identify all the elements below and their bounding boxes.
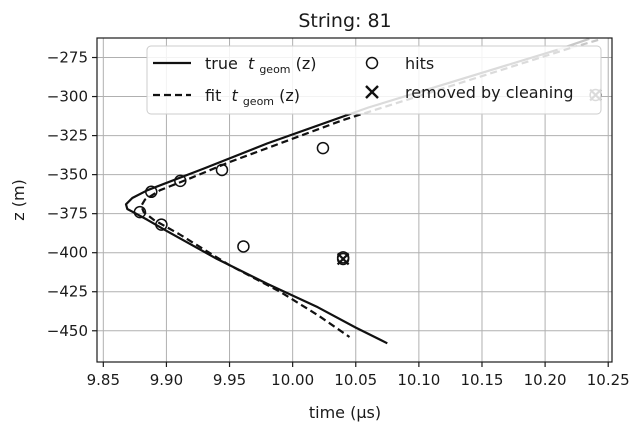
y-tick-label: −350 [47, 166, 88, 184]
y-tick-label: −450 [47, 322, 88, 340]
legend-fit-subscript: geom [243, 95, 274, 108]
x-tick-label: 10.25 [587, 371, 630, 389]
x-tick-label: 10.15 [461, 371, 504, 389]
y-tick-label: −375 [47, 205, 88, 223]
y-tick-label: −400 [47, 244, 88, 262]
hit-marker [215, 163, 229, 177]
hit-marker [155, 218, 168, 231]
hit-marker [316, 141, 330, 155]
legend-fit-word: fit [205, 86, 221, 105]
y-tick-label: −275 [47, 49, 88, 67]
legend-true-word: true [205, 54, 238, 73]
y-tick-label: −325 [47, 127, 88, 145]
chart-title: String: 81 [298, 10, 391, 32]
hit-marker [145, 185, 158, 199]
x-tick-label: 9.90 [150, 371, 183, 389]
markers-layer [133, 88, 602, 266]
series-line-fit [140, 47, 571, 338]
plot-frame [96, 37, 613, 363]
legend-fit-arg: (z) [279, 86, 300, 105]
y-axis-label: z (m) [9, 179, 28, 221]
y-tick-label: −425 [47, 283, 88, 301]
legend-box [146, 45, 602, 115]
legend-true-symbol: t [248, 54, 255, 73]
legend-true-arg: (z) [296, 54, 317, 73]
hit-marker [336, 252, 350, 266]
x-tick-label: 10.00 [271, 371, 314, 389]
legend-true-label: true t geom (z) [205, 54, 317, 77]
hit-marker [237, 240, 250, 253]
legend: true t geom (z) fit t geom (z) hits remo… [146, 45, 602, 115]
y-tick-label: −300 [47, 88, 88, 106]
hit-marker [133, 205, 147, 219]
series-line-true [124, 48, 559, 345]
x-tick-label: 10.10 [397, 371, 440, 389]
legend-hits-label: hits [405, 54, 434, 73]
x-axis-label: time (μs) [309, 403, 381, 422]
removed-marker [336, 252, 350, 266]
x-tick-label: 10.20 [524, 371, 567, 389]
hit-marker [174, 174, 187, 188]
x-tick-label: 10.05 [334, 371, 377, 389]
x-tick-label: 9.85 [87, 371, 120, 389]
legend-fit-symbol: t [231, 86, 238, 105]
ticks-layer: 9.85 9.90 9.95 10.00 10.05 10.10 10.15 10.20 10.… [47, 49, 630, 389]
legend-removed-marker [365, 85, 379, 99]
legend-fit-label: fit t geom (z) [205, 86, 300, 109]
legend-removed-label: removed by cleaning [405, 83, 573, 102]
x-tick-label: 9.95 [213, 371, 246, 389]
legend-hits-marker [365, 56, 379, 70]
legend-true-subscript: geom [259, 63, 290, 76]
